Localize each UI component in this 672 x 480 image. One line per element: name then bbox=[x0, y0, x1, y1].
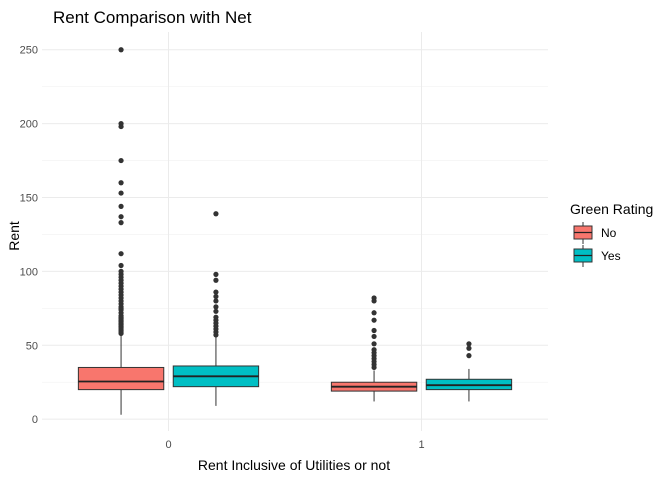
x-tick-label: 0 bbox=[165, 439, 171, 451]
legend-item-yes: Yes bbox=[573, 245, 621, 267]
outlier-point bbox=[466, 353, 472, 359]
y-tick-label: 0 bbox=[32, 414, 38, 426]
outlier-point bbox=[118, 190, 124, 196]
outlier-point bbox=[213, 308, 219, 314]
box-no-0 bbox=[77, 47, 165, 415]
outlier-point bbox=[118, 220, 124, 226]
outlier-point bbox=[118, 268, 124, 274]
box-yes-1 bbox=[425, 341, 513, 402]
outlier-point bbox=[213, 304, 219, 310]
legend-title: Green Rating bbox=[570, 201, 653, 217]
legend: Green Rating No Yes bbox=[570, 201, 653, 267]
y-tick-label: 150 bbox=[20, 193, 38, 205]
outlier-point bbox=[118, 262, 124, 269]
outlier-point bbox=[371, 310, 377, 316]
outlier-point bbox=[118, 121, 124, 127]
y-tick-label: 100 bbox=[20, 266, 38, 278]
outlier-point bbox=[213, 271, 219, 277]
outlier-point bbox=[466, 345, 472, 351]
outlier-point bbox=[371, 341, 377, 347]
outlier-point bbox=[371, 295, 377, 301]
chart-title: Rent Comparison with Net bbox=[53, 8, 252, 27]
box-no-1 bbox=[330, 295, 418, 402]
legend-label: No bbox=[601, 226, 617, 240]
outlier-point bbox=[466, 341, 472, 347]
y-tick-label: 250 bbox=[20, 45, 38, 57]
x-axis-title: Rent Inclusive of Utilities or not bbox=[198, 457, 390, 473]
boxplots bbox=[77, 47, 513, 415]
outlier-point bbox=[371, 333, 377, 340]
outlier-point bbox=[213, 211, 219, 217]
legend-item-no: No bbox=[573, 222, 617, 244]
legend-label: Yes bbox=[601, 249, 621, 263]
box-iqr bbox=[77, 366, 165, 391]
outlier-point bbox=[213, 314, 219, 320]
grid bbox=[42, 32, 548, 431]
outlier-point bbox=[118, 251, 124, 257]
x-tick-label: 1 bbox=[418, 439, 424, 451]
outlier-point bbox=[371, 327, 377, 334]
outlier-point bbox=[213, 298, 219, 304]
outlier-point bbox=[213, 277, 219, 283]
outlier-point bbox=[118, 47, 124, 53]
y-tick-label: 200 bbox=[20, 119, 38, 131]
outlier-point bbox=[371, 317, 377, 323]
outlier-point bbox=[118, 203, 124, 209]
y-axis-title: Rent bbox=[6, 221, 22, 251]
outlier-point bbox=[213, 293, 219, 300]
outlier-point bbox=[371, 347, 377, 353]
outlier-point bbox=[213, 289, 219, 295]
box-yes-0 bbox=[172, 211, 260, 406]
y-tick-label: 50 bbox=[26, 340, 38, 352]
outlier-point bbox=[118, 180, 124, 186]
outlier-point bbox=[118, 157, 124, 164]
y-tick-labels: 0 50 100 150 200 250 bbox=[20, 45, 38, 426]
outlier-point bbox=[118, 214, 124, 220]
